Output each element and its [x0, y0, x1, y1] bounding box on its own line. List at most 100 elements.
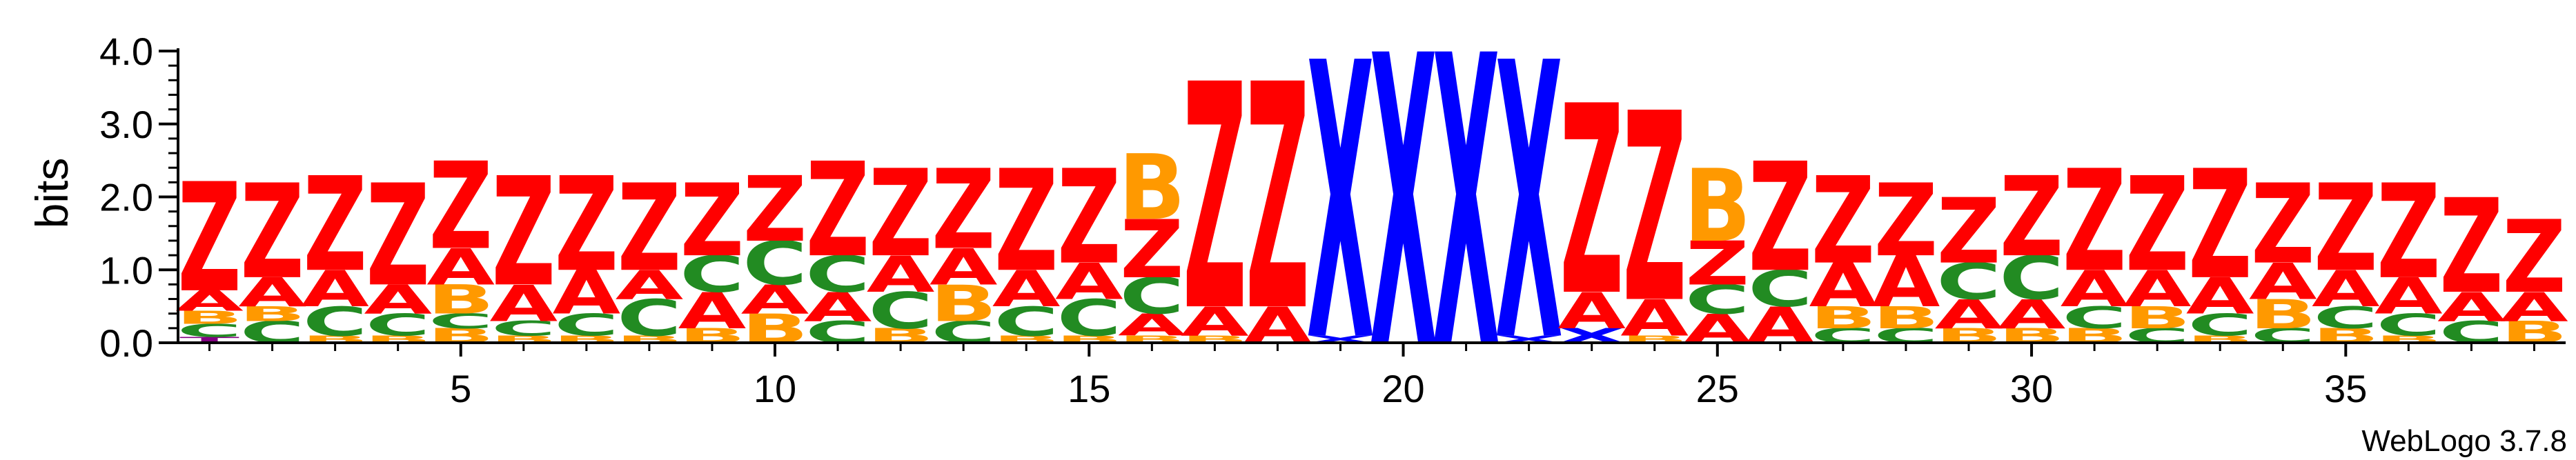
logo-letter-b: B — [176, 307, 243, 328]
logo-letter-a: A — [1055, 253, 1123, 311]
logo-letter-a: A — [1118, 308, 1186, 343]
logo-letter-c: C — [743, 229, 807, 299]
logo-column-22: XX — [1495, 0, 1562, 426]
logo-letter-a: A — [678, 282, 747, 340]
logo-letter-c: C — [805, 246, 870, 304]
x-tick-label: 30 — [2010, 367, 2053, 410]
logo-letter-a: A — [2186, 268, 2254, 326]
logo-column-24: BAZ — [1620, 59, 1689, 361]
y-axis-label: bits — [26, 158, 77, 229]
logo-letter-c: C — [1120, 268, 1185, 326]
x-tick-label: 15 — [1068, 367, 1110, 410]
logo-letter-c: C — [429, 310, 493, 333]
logo-letter-a: A — [1998, 292, 2066, 338]
logo-letter-a: A — [489, 275, 558, 333]
logo-letter-z: Z — [2125, 150, 2189, 301]
logo-letter-a: A — [1809, 251, 1878, 321]
logo-letter-b: B — [930, 275, 997, 333]
logo-letter-z: Z — [869, 144, 932, 283]
logo-column-17: BAZ — [1181, 19, 1249, 379]
logo-letter-c: C — [680, 246, 745, 304]
y-tick-label: 4.0 — [99, 30, 153, 73]
logo-letter-x: X — [1432, 0, 1500, 437]
logo-letter-c: C — [868, 282, 933, 340]
logo-letter-z: Z — [2063, 140, 2126, 303]
logo-letter-a: A — [1620, 290, 1689, 348]
logo-letter-a: A — [1557, 282, 1626, 340]
logo-letter-c: C — [554, 308, 619, 343]
x-tick-label: 35 — [2324, 367, 2367, 410]
logo-letter-z: Z — [2251, 161, 2314, 290]
logo-letter-z: Z — [1120, 203, 1183, 296]
logo-letter-z: Z — [1686, 229, 1749, 299]
logo-letter-a: A — [2375, 268, 2443, 326]
logo-letter-a: A — [301, 261, 369, 319]
logo-letter-z: Z — [680, 163, 744, 279]
x-tick-label: 20 — [1382, 367, 1424, 410]
logo-column-20: X — [1369, 0, 1437, 437]
logo-letter-c: C — [1936, 253, 2001, 311]
logo-letter-c: C — [2062, 301, 2127, 335]
logo-letter-z: Z — [1811, 152, 1875, 291]
logo-letter-b: B — [1119, 136, 1186, 241]
logo-letter-z: Z — [1560, 52, 1623, 354]
logo-column-23: XAZ — [1557, 52, 1626, 354]
logo-letter-z: Z — [2314, 159, 2377, 298]
logo-letter-c: C — [2314, 301, 2379, 335]
logo-column-19: XX — [1306, 0, 1374, 426]
logo-letter-z: Z — [240, 157, 304, 308]
logo-letter-c: C — [994, 299, 1059, 345]
logo-letter-a: A — [175, 285, 244, 317]
y-tick-label: 2.0 — [99, 176, 153, 219]
logo-letter-z: Z — [2502, 199, 2566, 316]
logo-letter-z: Z — [618, 159, 681, 298]
logo-letter-x: X — [1369, 0, 1437, 437]
logo-column-37: CAZ — [2437, 171, 2506, 350]
logo-letter-z: Z — [994, 140, 1058, 303]
logo-letter-z: Z — [1749, 132, 1812, 306]
logo-letter-b: B — [2250, 292, 2317, 338]
y-tick-label: 0.0 — [99, 321, 153, 365]
logo-letter-a: A — [616, 262, 684, 308]
logo-letter-b: B — [1872, 301, 1939, 335]
logo-letter-x: X — [1495, 0, 1562, 426]
logo-letter-a: A — [2249, 253, 2317, 311]
logo-letter-z: Z — [932, 147, 995, 275]
logo-column-38: BAZ — [2500, 199, 2568, 350]
logo-letter-c: C — [1999, 243, 2064, 313]
logo-letter-z: Z — [743, 158, 807, 263]
logo-letter-c: C — [617, 290, 682, 348]
logo-letter-b: B — [1809, 301, 1876, 335]
logo-letter-z: Z — [555, 150, 618, 301]
logo-letter-a: A — [1935, 292, 2003, 338]
y-tick-label: 1.0 — [99, 248, 153, 292]
y-axis: 0.0 1.0 2.0 3.0 4.0 — [99, 30, 179, 365]
logo-letter-z: Z — [2000, 154, 2063, 282]
logo-letter-b: B — [239, 302, 306, 326]
logo-letter-a: A — [238, 270, 306, 316]
logo-letter-z: Z — [1057, 142, 1121, 293]
